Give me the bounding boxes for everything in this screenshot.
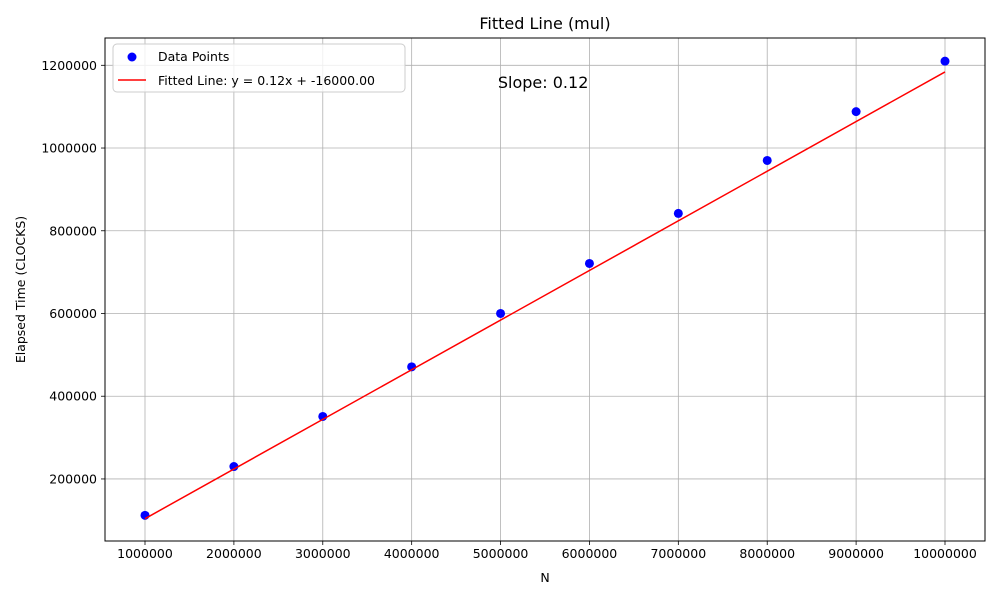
slope-annotation: Slope: 0.12 [498, 73, 589, 92]
scatter-point [496, 308, 506, 318]
legend-box [112, 43, 406, 93]
legend-label-fitted-line: Fitted Line: y = 0.12x + -16000.00 [158, 73, 375, 88]
x-axis-label: N [540, 570, 549, 585]
scatter-point [940, 56, 950, 66]
fitted-line [144, 71, 946, 520]
x-tick-label: 9000000 [828, 546, 884, 561]
scatter-point [762, 155, 772, 165]
x-tick-label: 7000000 [650, 546, 706, 561]
y-tick-label: 800000 [49, 223, 97, 238]
x-tick-label: 4000000 [384, 546, 440, 561]
y-tick-label: 200000 [49, 471, 97, 486]
x-tick-label: 6000000 [562, 546, 618, 561]
x-tick-label: 1000000 [117, 546, 173, 561]
x-tick-label: 3000000 [295, 546, 351, 561]
legend-label-data-points: Data Points [158, 49, 229, 64]
x-tick-label: 8000000 [739, 546, 795, 561]
x-tick-label: 5000000 [473, 546, 529, 561]
legend-marker-scatter [127, 52, 137, 62]
y-tick-label: 400000 [49, 389, 97, 404]
x-tick-label: 2000000 [206, 546, 262, 561]
y-axis-label: Elapsed Time (CLOCKS) [13, 216, 28, 363]
y-tick-label: 1200000 [41, 58, 97, 73]
scatter-point [851, 107, 861, 117]
scatter-point [584, 258, 594, 268]
plot-frame [104, 37, 986, 542]
chart-title: Fitted Line (mul) [479, 14, 610, 33]
legend: Data Points Fitted Line: y = 0.12x + -16… [112, 43, 406, 93]
y-tick-label: 1000000 [41, 141, 97, 156]
scatter-point [673, 208, 683, 218]
x-tick-label: 10000000 [913, 546, 977, 561]
scatter-point [229, 462, 239, 472]
plot-series [140, 56, 950, 520]
axis-ticks: 1000000 2000000 3000000 4000000 5000000 60000… [41, 58, 977, 561]
y-tick-label: 600000 [49, 306, 97, 321]
